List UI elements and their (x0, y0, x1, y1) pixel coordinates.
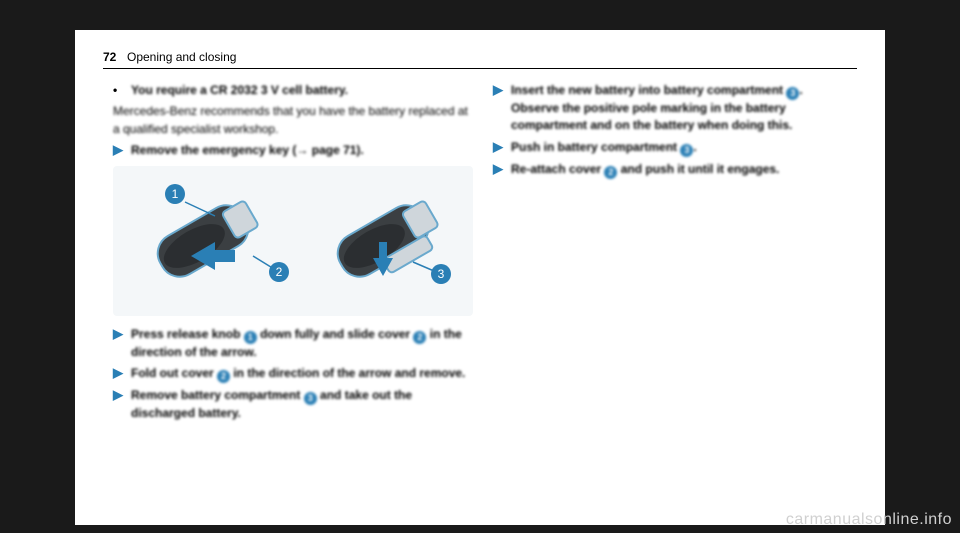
step-text: Remove the emergency key (→ page 71). (131, 142, 473, 159)
arrow-icon: ▶ (113, 326, 131, 361)
step-press-knob: ▶ Press release knob 1 down fully and sl… (113, 326, 473, 361)
step-text: Push in battery compartment 3. (511, 139, 853, 157)
header-rule (103, 68, 857, 69)
arrow-icon: ▶ (493, 82, 511, 135)
arrow-icon: ▶ (113, 387, 131, 422)
step-text: Insert the new battery into battery comp… (511, 82, 853, 135)
ref-3-icon: 3 (680, 144, 693, 157)
arrow-icon: ▶ (493, 161, 511, 179)
requirement-bullet: • You require a CR 2032 3 V cell battery… (113, 82, 473, 99)
svg-text:2: 2 (276, 265, 283, 279)
step-text: Fold out cover 2 in the direction of the… (131, 365, 473, 383)
key-battery-figure: 1 2 3 (113, 166, 473, 316)
figure-svg: 1 2 3 (113, 166, 473, 316)
step-text: Remove battery compartment 3 and take ou… (131, 387, 473, 422)
manual-page: 72 Opening and closing • You require a C… (75, 30, 885, 525)
figure-label-1: 1 (165, 184, 185, 204)
page-number: 72 (103, 50, 116, 64)
arrow-icon: ▶ (493, 139, 511, 157)
ref-2-icon: 2 (604, 166, 617, 179)
step-insert-battery: ▶ Insert the new battery into battery co… (493, 82, 853, 135)
figure-label-2: 2 (269, 262, 289, 282)
left-column: • You require a CR 2032 3 V cell battery… (113, 82, 473, 426)
arrow-icon: ▶ (113, 365, 131, 383)
ref-2-icon: 2 (217, 370, 230, 383)
recommendation-text: Mercedes-Benz recommends that you have t… (113, 104, 468, 135)
svg-text:1: 1 (172, 187, 179, 201)
ref-2-icon: 2 (413, 331, 426, 344)
step-text: Press release knob 1 down fully and slid… (131, 326, 473, 361)
step-remove-compartment: ▶ Remove battery compartment 3 and take … (113, 387, 473, 422)
watermark: carmanualsonline.info (786, 511, 952, 529)
step-fold-cover: ▶ Fold out cover 2 in the direction of t… (113, 365, 473, 383)
ref-3-icon: 3 (786, 87, 799, 100)
svg-text:3: 3 (438, 267, 445, 281)
recommendation-para: Mercedes-Benz recommends that you have t… (113, 103, 473, 138)
ref-1-icon: 1 (244, 331, 257, 344)
right-column: ▶ Insert the new battery into battery co… (493, 82, 853, 183)
ref-3-icon: 3 (304, 392, 317, 405)
requirement-text: You require a CR 2032 3 V cell battery. (131, 82, 473, 99)
arrow-icon: ▶ (113, 142, 131, 159)
step-reattach-cover: ▶ Re-attach cover 2 and push it until it… (493, 161, 853, 179)
step-remove-key: ▶ Remove the emergency key (→ page 71). (113, 142, 473, 159)
step-text: Re-attach cover 2 and push it until it e… (511, 161, 853, 179)
bullet-icon: • (113, 82, 131, 99)
section-title: Opening and closing (127, 50, 236, 64)
figure-label-3: 3 (431, 264, 451, 284)
step-push-compartment: ▶ Push in battery compartment 3. (493, 139, 853, 157)
